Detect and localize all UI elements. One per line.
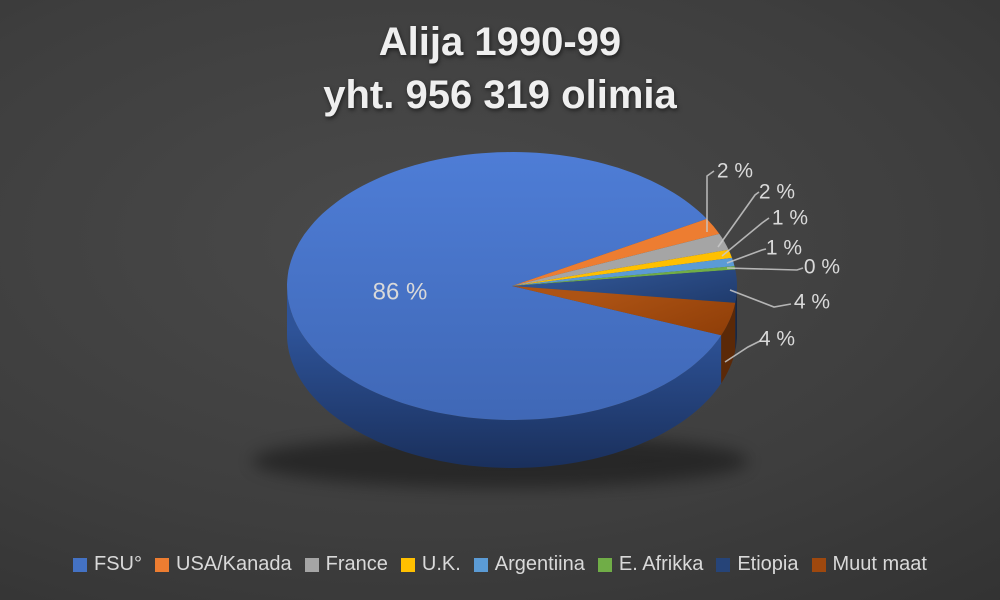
legend-swatch-etiopia <box>716 557 731 572</box>
legend-item-france: France <box>304 553 388 576</box>
legend-swatch-usa-kanada <box>155 557 169 572</box>
legend-swatch-muut-maat <box>811 557 826 572</box>
legend-label-argentiina: Argentiina <box>494 553 585 575</box>
legend-label-fsu: FSU° <box>94 553 142 575</box>
legend-item-e-afrikka: E. Afrikka <box>597 553 704 576</box>
chart-title-line1: Alija 1990-99 <box>378 20 622 64</box>
data-label-fsu: 86 % <box>373 279 428 306</box>
leader-line-muut-maat <box>724 340 761 363</box>
legend-item-u-k: U.K. <box>400 553 461 576</box>
pie-slice-argentiina <box>512 257 735 286</box>
data-label-usa-kanada: 2 % <box>717 160 753 183</box>
pie-slice-muut-maat <box>512 286 736 336</box>
legend-swatch-e-afrikka <box>597 557 612 572</box>
chart-legend: FSU° USA/Kanada France U.K. Argentiina E. Afr… <box>0 553 1000 576</box>
leader-line-usa-kanada <box>706 170 715 232</box>
data-label-e-afrikka: 0 % <box>804 256 840 279</box>
leader-line-u-k <box>721 217 770 257</box>
legend-swatch-u-k <box>400 557 415 572</box>
legend-item-fsu: FSU° <box>73 553 142 576</box>
data-label-etiopia: 4 % <box>794 291 830 314</box>
legend-label-france: France <box>325 553 388 575</box>
pie-slice-side-fsu <box>287 286 722 468</box>
leader-line-etiopia <box>729 289 792 308</box>
data-label-france: 2 % <box>759 181 795 204</box>
pie-slice-side-etiopia <box>735 286 737 351</box>
pie-slice-e-afrikka <box>512 266 736 286</box>
pie-slice-u-k <box>512 249 732 286</box>
data-label-argentiina: 1 % <box>766 237 802 260</box>
legend-label-usa-kanada: USA/Kanada <box>176 553 292 575</box>
legend-label-e-afrikka: E. Afrikka <box>618 553 704 575</box>
data-label-muut-maat: 4 % <box>759 328 795 351</box>
legend-swatch-france <box>304 557 319 572</box>
pie-slice-france <box>512 233 729 286</box>
chart-title-line2: yht. 956 319 olimia <box>323 72 677 117</box>
data-label-u-k: 1 % <box>772 207 808 230</box>
legend-label-muut-maat: Muut maat <box>832 553 927 575</box>
legend-label-etiopia: Etiopia <box>737 553 799 575</box>
pie-slice-etiopia <box>512 269 737 303</box>
legend-swatch-fsu <box>73 557 87 572</box>
pie-slice-fsu <box>287 152 722 420</box>
legend-item-argentiina: Argentiina <box>473 553 585 576</box>
legend-label-u-k: U.K. <box>421 553 461 575</box>
leader-line-argentiina <box>726 248 767 264</box>
leader-line-france <box>717 191 760 248</box>
legend-item-usa-kanada: USA/Kanada <box>155 553 292 576</box>
legend-item-etiopia: Etiopia <box>716 553 799 576</box>
legend-item-muut-maat: Muut maat <box>811 553 927 576</box>
pie-slice-side-muut-maat <box>721 302 736 384</box>
leader-line-e-afrikka <box>726 267 804 271</box>
chart-title: Alija 1990-99 yht. 956 319 olimia <box>0 16 1000 122</box>
pie-slice-usa-kanada <box>512 218 720 286</box>
legend-swatch-argentiina <box>473 557 488 572</box>
